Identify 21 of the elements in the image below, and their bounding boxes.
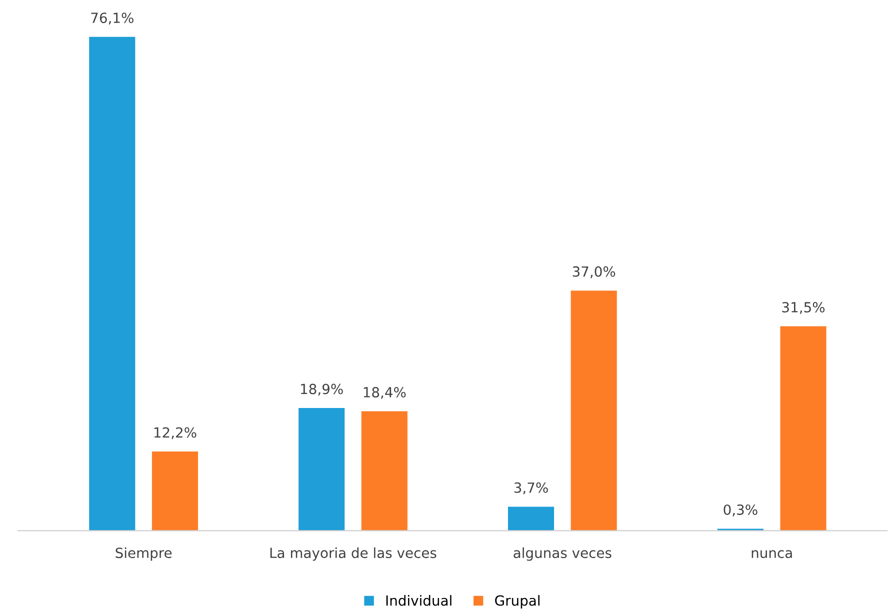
data-label: 18,9% — [301, 384, 343, 396]
bar — [780, 326, 826, 531]
x-tick-label: algunas veces — [514, 547, 612, 561]
data-label: 18,4% — [364, 386, 406, 399]
x-tick-label: La mayoria de las veces — [270, 547, 436, 561]
bar — [508, 506, 554, 531]
data-label: 31,5% — [782, 302, 825, 314]
bar — [361, 411, 408, 531]
data-label: 37,0% — [572, 266, 616, 278]
bar — [152, 452, 198, 531]
x-tick-label: nunca — [752, 550, 792, 558]
legend-label: Grupal — [495, 595, 540, 608]
bar — [89, 36, 136, 531]
data-label: 12,2% — [154, 427, 196, 440]
data-label: 3,7% — [514, 482, 548, 494]
bar — [298, 408, 345, 531]
x-tick-label: Siempre — [116, 547, 172, 561]
bar — [570, 290, 617, 531]
legend-label: Individual — [386, 595, 452, 606]
data-label: 76,1% — [91, 12, 134, 25]
data-label: 0,3% — [724, 504, 758, 516]
